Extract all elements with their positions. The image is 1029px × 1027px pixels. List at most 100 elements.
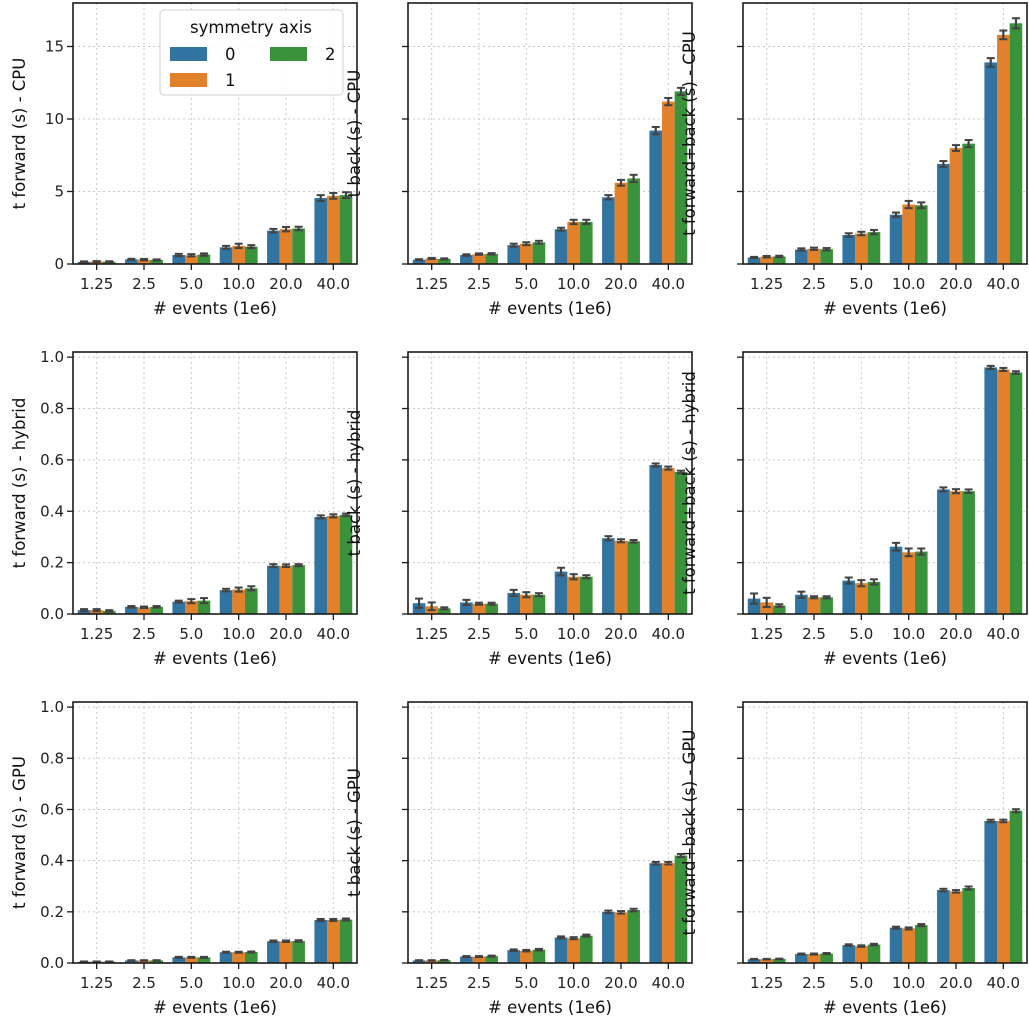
bar-series-1: [662, 863, 675, 963]
bar-series-0: [889, 927, 903, 963]
x-tick-label: 10.0: [557, 275, 590, 293]
bar-series-2: [579, 221, 593, 264]
bar-series-1: [425, 960, 438, 963]
bar-series-2: [150, 259, 163, 264]
x-tick-label: 1.25: [80, 625, 113, 643]
y-tick-label: 1.0: [40, 698, 64, 716]
bar-series-2: [485, 956, 498, 963]
axes-frame: [407, 351, 693, 615]
x-tick-label: 5.0: [849, 625, 873, 643]
bar-series-0: [507, 245, 521, 264]
y-tick-label: 0.2: [40, 554, 64, 572]
bar-series-1: [614, 912, 628, 963]
y-tick-label: 0.6: [40, 451, 64, 469]
legend-swatch-1: [170, 73, 207, 87]
bar-series-1: [807, 248, 821, 264]
x-tick-label: 5.0: [849, 275, 873, 293]
bar-series-1: [279, 941, 293, 963]
legend-label-2: 2: [325, 45, 336, 64]
bar-series-1: [185, 601, 198, 614]
y-tick-label: 0.8: [40, 400, 64, 418]
bar-series-1: [662, 468, 675, 614]
bar-series-2: [1009, 810, 1023, 963]
x-tick-label: 2.5: [132, 275, 156, 293]
y-tick-label: 0.4: [40, 852, 64, 870]
x-tick-label: 1.25: [415, 974, 448, 992]
bar-series-0: [460, 602, 473, 614]
bar-series-1: [137, 960, 151, 963]
x-axis-title: # events (1e6): [488, 299, 612, 318]
panel-forward-back-hybrid: 1.25 2.5 5.0 10.0 20.0 40.0 # events (1e6) t fo…: [680, 351, 1028, 668]
bar-series-1: [137, 607, 151, 614]
bar-series-2: [579, 935, 593, 963]
bar-series-2: [292, 228, 305, 264]
axes-frame: [742, 2, 1028, 265]
legend-label-1: 1: [225, 71, 236, 90]
bar-series-0: [795, 594, 808, 614]
x-tick-label: 5.0: [179, 275, 203, 293]
y-axis-title: t forward+back (s) - hybrid: [680, 371, 699, 595]
bar-series-0: [314, 516, 328, 614]
bar-series-2: [485, 253, 498, 264]
bar-series-1: [472, 956, 486, 963]
y-tick-label: 10: [45, 110, 64, 128]
x-tick-label: 40.0: [652, 974, 685, 992]
bar-series-1: [279, 229, 293, 264]
x-tick-label: 20.0: [604, 625, 637, 643]
axes-frame: [742, 351, 1028, 615]
x-axis-title: # events (1e6): [488, 649, 612, 668]
bar-series-2: [772, 605, 786, 614]
x-tick-label: 40.0: [317, 974, 350, 992]
y-axis-title: t back (s) - CPU: [345, 70, 364, 198]
bar-series-2: [962, 888, 975, 963]
legend-swatch-2: [270, 47, 307, 61]
x-tick-label: 2.5: [467, 625, 491, 643]
x-tick-label: 10.0: [222, 974, 255, 992]
x-axis-title: # events (1e6): [823, 998, 947, 1017]
legend-title: symmetry axis: [190, 18, 312, 37]
bar-series-1: [137, 259, 151, 264]
bar-series-1: [997, 369, 1010, 614]
bar-series-2: [244, 246, 258, 264]
bar-series-0: [602, 197, 615, 264]
x-tick-label: 2.5: [132, 625, 156, 643]
x-tick-label: 1.25: [750, 625, 783, 643]
x-tick-label: 2.5: [802, 275, 826, 293]
bar-series-0: [889, 214, 903, 264]
bar-series-0: [937, 489, 950, 614]
bar-series-2: [674, 855, 688, 963]
x-tick-label: 10.0: [557, 974, 590, 992]
panel-forward-gpu: 0.0 0.2 0.4 0.6 0.8 1.0 1.25 2.5 5.0 10.0 20.0 40.0…: [10, 698, 358, 1017]
y-tick-label: 0.2: [40, 903, 64, 921]
bar-series-0: [460, 956, 473, 963]
bar-series-2: [437, 960, 451, 963]
bar-series-2: [339, 919, 353, 963]
bar-series-1: [567, 221, 580, 264]
bar-series-0: [219, 952, 233, 963]
bar-series-1: [760, 256, 773, 264]
bar-series-2: [150, 606, 163, 614]
bar-series-0: [747, 598, 761, 614]
bar-series-1: [567, 938, 580, 963]
bar-series-1: [327, 515, 340, 614]
bar-series-2: [197, 957, 211, 963]
bar-series-1: [949, 491, 963, 614]
bar-series-1: [997, 34, 1010, 265]
x-tick-label: 2.5: [467, 974, 491, 992]
x-tick-label: 40.0: [987, 625, 1020, 643]
bar-series-2: [867, 232, 881, 264]
bar-series-0: [460, 255, 473, 264]
bar-series-2: [627, 541, 640, 614]
bar-series-0: [649, 863, 663, 963]
bar-series-1: [662, 101, 675, 264]
panel-forward-hybrid: 0.0 0.2 0.4 0.6 0.8 1.0 1.25 2.5 5.0 10.0 20.0 40.0…: [10, 348, 358, 668]
bar-series-0: [219, 590, 233, 614]
axes-frame: [407, 2, 693, 265]
bar-series-2: [820, 249, 833, 264]
bar-series-0: [747, 959, 761, 963]
bar-series-1: [855, 583, 868, 614]
panel-forward-back-gpu: 1.25 2.5 5.0 10.0 20.0 40.0 # events (1e6) t fo…: [680, 701, 1028, 1017]
bar-series-1: [902, 204, 915, 264]
